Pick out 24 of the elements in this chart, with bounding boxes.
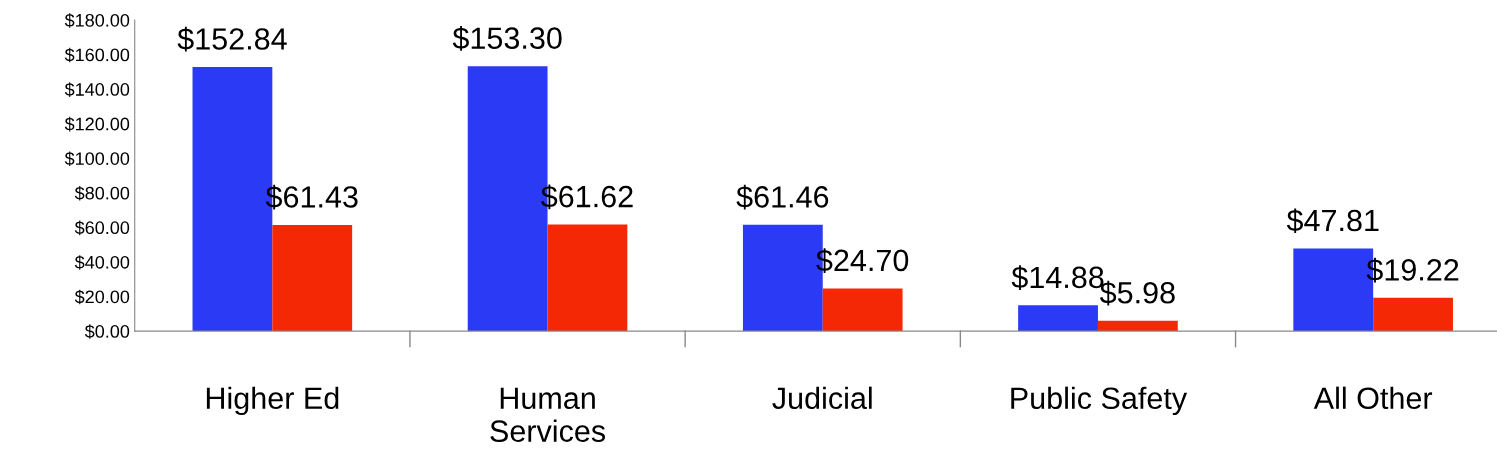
bar	[272, 224, 353, 332]
bar	[822, 288, 903, 332]
y-tick-label: $160.00	[64, 47, 130, 63]
x-tick-label: Higher Ed	[206, 386, 339, 416]
data-label: $61.46	[736, 184, 829, 210]
bar	[1373, 297, 1453, 332]
x-tick-label: Judicial	[772, 386, 872, 410]
y-tick-label: $20.00	[74, 289, 130, 305]
y-tick-label: $80.00	[74, 186, 130, 201]
y-tick-label: $100.00	[64, 151, 130, 167]
data-label: $152.84	[177, 26, 287, 52]
data-label: $47.81	[1286, 208, 1379, 234]
y-tick-label: $0.00	[84, 324, 130, 339]
x-tick-label: Human Services	[490, 387, 606, 442]
bar	[547, 224, 628, 332]
x-tick-label: All Other	[1313, 386, 1433, 410]
data-label: $153.30	[452, 26, 562, 51]
y-tick-label: $120.00	[64, 116, 130, 132]
y-tick-label: $180.00	[64, 13, 130, 28]
bar	[1018, 305, 1098, 332]
y-tick-label: $40.00	[74, 255, 130, 270]
y-tick-label: $140.00	[64, 82, 130, 97]
y-tick-label: $60.00	[74, 220, 130, 236]
x-tick-label: Public Safety	[1011, 386, 1188, 416]
